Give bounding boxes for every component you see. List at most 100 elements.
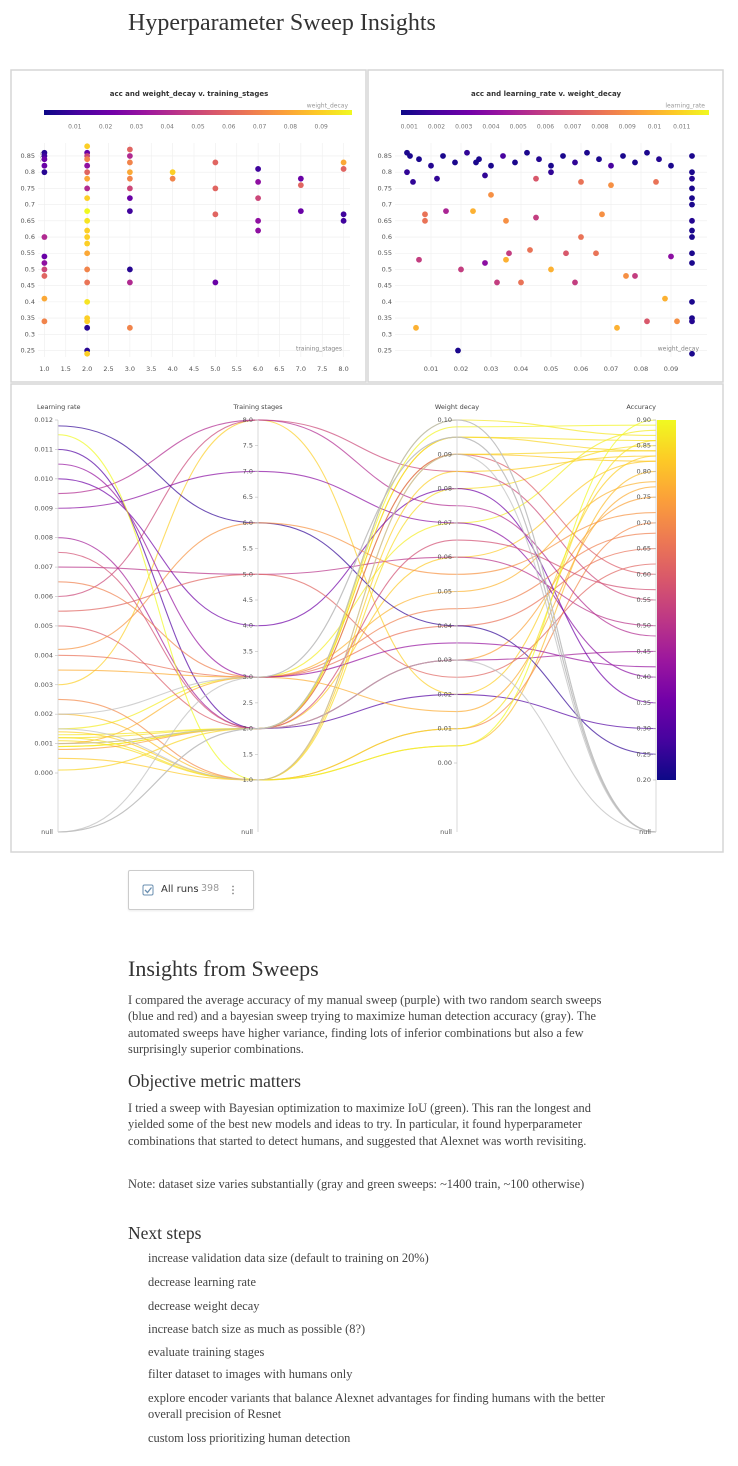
- paragraph: I compared the average accuracy of my ma…: [128, 993, 602, 1057]
- point: [689, 217, 695, 224]
- tick-label: 0.10: [438, 416, 452, 424]
- point: [656, 156, 662, 163]
- x-tick-label: 5.0: [210, 365, 220, 373]
- point: [84, 175, 91, 182]
- y-tick-label: 0.8: [382, 168, 392, 176]
- y-tick-label: 0.35: [21, 314, 35, 322]
- colorbar-tick-label: 0.01: [648, 124, 662, 131]
- tick-label: 0.004: [34, 651, 53, 659]
- point: [644, 149, 650, 156]
- colorbar-tick-label: 0.007: [564, 124, 581, 131]
- point: [297, 182, 304, 189]
- point: [578, 179, 584, 185]
- point: [428, 162, 434, 169]
- list-item: filter dataset to images with humans onl…: [148, 1367, 353, 1381]
- point: [212, 159, 219, 166]
- point: [126, 146, 133, 153]
- point: [41, 273, 48, 279]
- tick-label: 0.20: [637, 776, 651, 784]
- panel: [10, 69, 367, 383]
- tick-label: 7.5: [243, 442, 253, 450]
- tick-label: 0.000: [34, 769, 53, 777]
- point: [169, 169, 176, 176]
- point: [608, 162, 614, 169]
- x-tick-label: 2.0: [82, 365, 92, 373]
- point: [434, 175, 440, 182]
- null-label: null: [241, 828, 253, 836]
- point: [452, 159, 458, 166]
- point: [482, 172, 488, 179]
- point: [404, 169, 410, 176]
- menu-dot: [232, 885, 234, 888]
- x-tick-label: 8.0: [338, 365, 348, 373]
- colorbar-tick-label: 0.008: [591, 124, 608, 131]
- section-heading: Objective metric matters: [128, 1071, 301, 1091]
- point: [340, 166, 347, 172]
- point: [464, 149, 470, 156]
- point: [524, 149, 530, 156]
- panel: [10, 383, 724, 853]
- tick-label: 0.003: [34, 681, 53, 689]
- null-label: null: [41, 828, 53, 836]
- point: [41, 234, 48, 240]
- point: [689, 234, 695, 240]
- point: [653, 179, 659, 185]
- point: [212, 279, 219, 286]
- tick-label: 0.009: [34, 504, 53, 512]
- run-line: [57, 563, 657, 678]
- point: [41, 260, 48, 266]
- point: [572, 159, 578, 166]
- point: [84, 227, 91, 234]
- y-tick-label: 0.7: [382, 201, 392, 209]
- point: [84, 250, 91, 257]
- run-line: [57, 429, 657, 730]
- list-item: increase validation data size (default t…: [148, 1251, 429, 1265]
- tick-label: 0.011: [34, 445, 53, 453]
- point: [620, 153, 626, 159]
- run-line: [57, 436, 657, 771]
- chart-title: acc and learning_rate v. weight_decay: [471, 90, 621, 98]
- x-tick-label: 4.0: [167, 365, 177, 373]
- checkbox[interactable]: [142, 884, 154, 896]
- y-tick-label: 0.35: [378, 314, 392, 322]
- check-mark: [144, 887, 153, 894]
- tick-label: 3.5: [243, 647, 253, 655]
- point: [255, 179, 262, 185]
- run-line: [57, 419, 657, 601]
- x-tick-label: 0.04: [514, 365, 528, 373]
- point: [488, 162, 494, 169]
- tick-label: 7.0: [243, 467, 253, 475]
- point: [482, 260, 488, 266]
- tick-label: 0.65: [637, 545, 651, 553]
- point: [126, 159, 133, 166]
- point: [689, 350, 695, 357]
- point: [689, 153, 695, 159]
- colorbar-tick-label: 0.009: [619, 124, 636, 131]
- tick-label: 0.08: [438, 485, 452, 493]
- point: [488, 191, 494, 198]
- x-tick-label: 5.5: [232, 365, 242, 373]
- colorbar-tick-label: 0.011: [673, 124, 690, 131]
- run-line: [57, 512, 657, 650]
- run-set-icons: [142, 884, 234, 896]
- run-set[interactable]: All runs 398: [128, 870, 254, 910]
- colorbar-tick-label: 0.001: [401, 124, 418, 131]
- run-line: [57, 478, 657, 704]
- point: [84, 350, 91, 357]
- run-lines: [57, 419, 657, 833]
- colorbar-tick-label: 0.06: [222, 124, 236, 131]
- point: [689, 169, 695, 176]
- point: [212, 211, 219, 218]
- x-tick-label: 0.03: [484, 365, 498, 373]
- x-tick-label: 3.0: [125, 365, 135, 373]
- y-tick-label: 0.4: [25, 298, 35, 306]
- run-line: [57, 440, 657, 781]
- section-heading: Insights from Sweeps: [128, 956, 319, 981]
- point: [599, 211, 605, 218]
- x-tick-label: 0.08: [634, 365, 648, 373]
- point: [518, 279, 524, 286]
- run-line: [57, 419, 657, 637]
- y-tick-label: 0.3: [382, 330, 392, 338]
- panel: [367, 69, 724, 383]
